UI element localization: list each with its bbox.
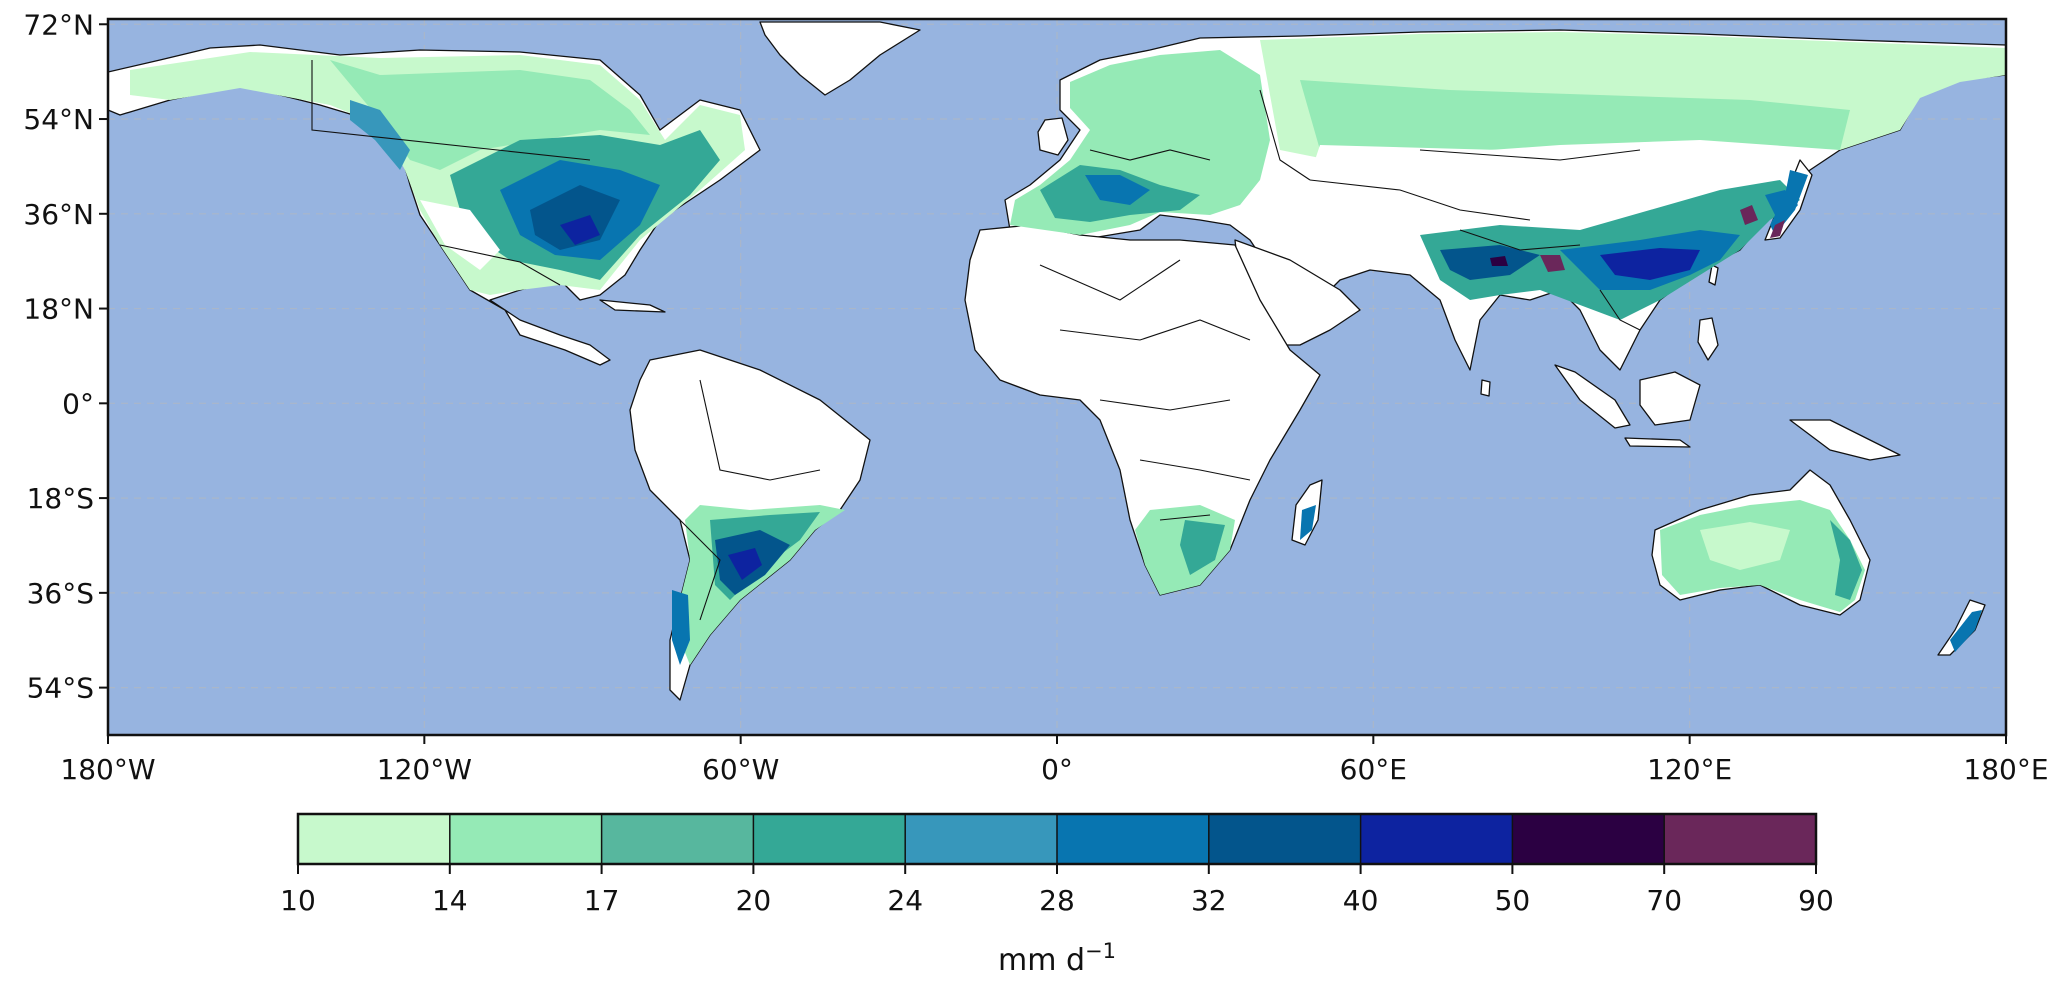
map-panel: 72°N 54°N 36°N 18°N 0° 18°S 36°S 54°S 180°W 120°…: [23, 8, 2048, 786]
colorbar-segment: [1208, 814, 1362, 864]
colorbar-segments: [298, 814, 1817, 864]
land-borneo: [1639, 371, 1701, 426]
land-new-guinea: [1789, 419, 1901, 461]
colorbar-tick-label: 28: [1039, 884, 1075, 917]
colorbar-ticks: 10 14 17 20 24 28 32 40 50 70 90: [280, 814, 1834, 917]
colorbar-label-exponent: −1: [1085, 939, 1116, 963]
longitude-ticks: 180°W 120°W 60°W 0° 60°E 120°E 180°E: [60, 735, 2049, 786]
colorbar-segment: [601, 814, 754, 864]
colorbar-tick-label: 40: [1343, 884, 1379, 917]
lon-tick-label: 180°W: [60, 753, 155, 786]
colorbar-tick-label: 17: [584, 884, 620, 917]
country-borders: [311, 60, 1641, 621]
land-greenland: [759, 21, 921, 96]
lat-tick-label: 36°S: [27, 577, 94, 610]
colorbar-segment: [1057, 814, 1210, 864]
land-sumatra: [1554, 364, 1631, 429]
lon-tick-label: 120°E: [1647, 753, 1732, 786]
land-cuba: [599, 299, 666, 313]
colorbar-segment: [298, 814, 451, 864]
land-philippines: [1697, 317, 1719, 361]
lat-tick-label: 0°: [62, 387, 94, 420]
lat-tick-label: 72°N: [23, 8, 94, 41]
colorbar-tick-label: 50: [1495, 884, 1531, 917]
colorbar-tick-label: 32: [1191, 884, 1227, 917]
colorbar-segment: [449, 814, 603, 864]
colorbar-segment: [753, 814, 906, 864]
colorbar-tick-label: 70: [1646, 884, 1682, 917]
lon-tick-label: 120°W: [377, 753, 472, 786]
colorbar-segment: [1512, 814, 1665, 864]
colorbar-label-base: mm d: [998, 943, 1085, 978]
colorbar-tick-label: 20: [736, 884, 772, 917]
land-java: [1624, 437, 1691, 448]
lon-tick-label: 60°W: [702, 753, 779, 786]
colorbar-segment: [905, 814, 1058, 864]
colorbar-segment: [1360, 814, 1513, 864]
lat-tick-label: 54°S: [27, 672, 94, 705]
land-sri-lanka: [1480, 379, 1491, 397]
colorbar: 10 14 17 20 24 28 32 40 50 70 90 mm d−1: [280, 812, 1834, 978]
colorbar-tick-label: 24: [887, 884, 923, 917]
map-layers: [108, 19, 2006, 735]
colorbar-tick-label: 10: [280, 884, 316, 917]
colorbar-label: mm d−1: [998, 939, 1116, 978]
lon-tick-label: 60°E: [1340, 753, 1407, 786]
latitude-ticks: 72°N 54°N 36°N 18°N 0° 18°S 36°S 54°S: [23, 8, 108, 705]
lat-tick-label: 18°N: [23, 293, 94, 326]
colorbar-tick-label: 90: [1798, 884, 1834, 917]
lat-tick-label: 54°N: [23, 103, 94, 136]
lat-tick-label: 36°N: [23, 198, 94, 231]
colorbar-tick-label: 14: [432, 884, 468, 917]
lat-tick-label: 18°S: [27, 482, 94, 515]
land-britain: [1037, 117, 1069, 156]
lon-tick-label: 180°E: [1963, 753, 2048, 786]
colorbar-segment: [1664, 814, 1817, 864]
precipitation-field: [130, 32, 2006, 665]
lon-tick-label: 0°: [1041, 753, 1073, 786]
land-taiwan: [1708, 264, 1719, 286]
